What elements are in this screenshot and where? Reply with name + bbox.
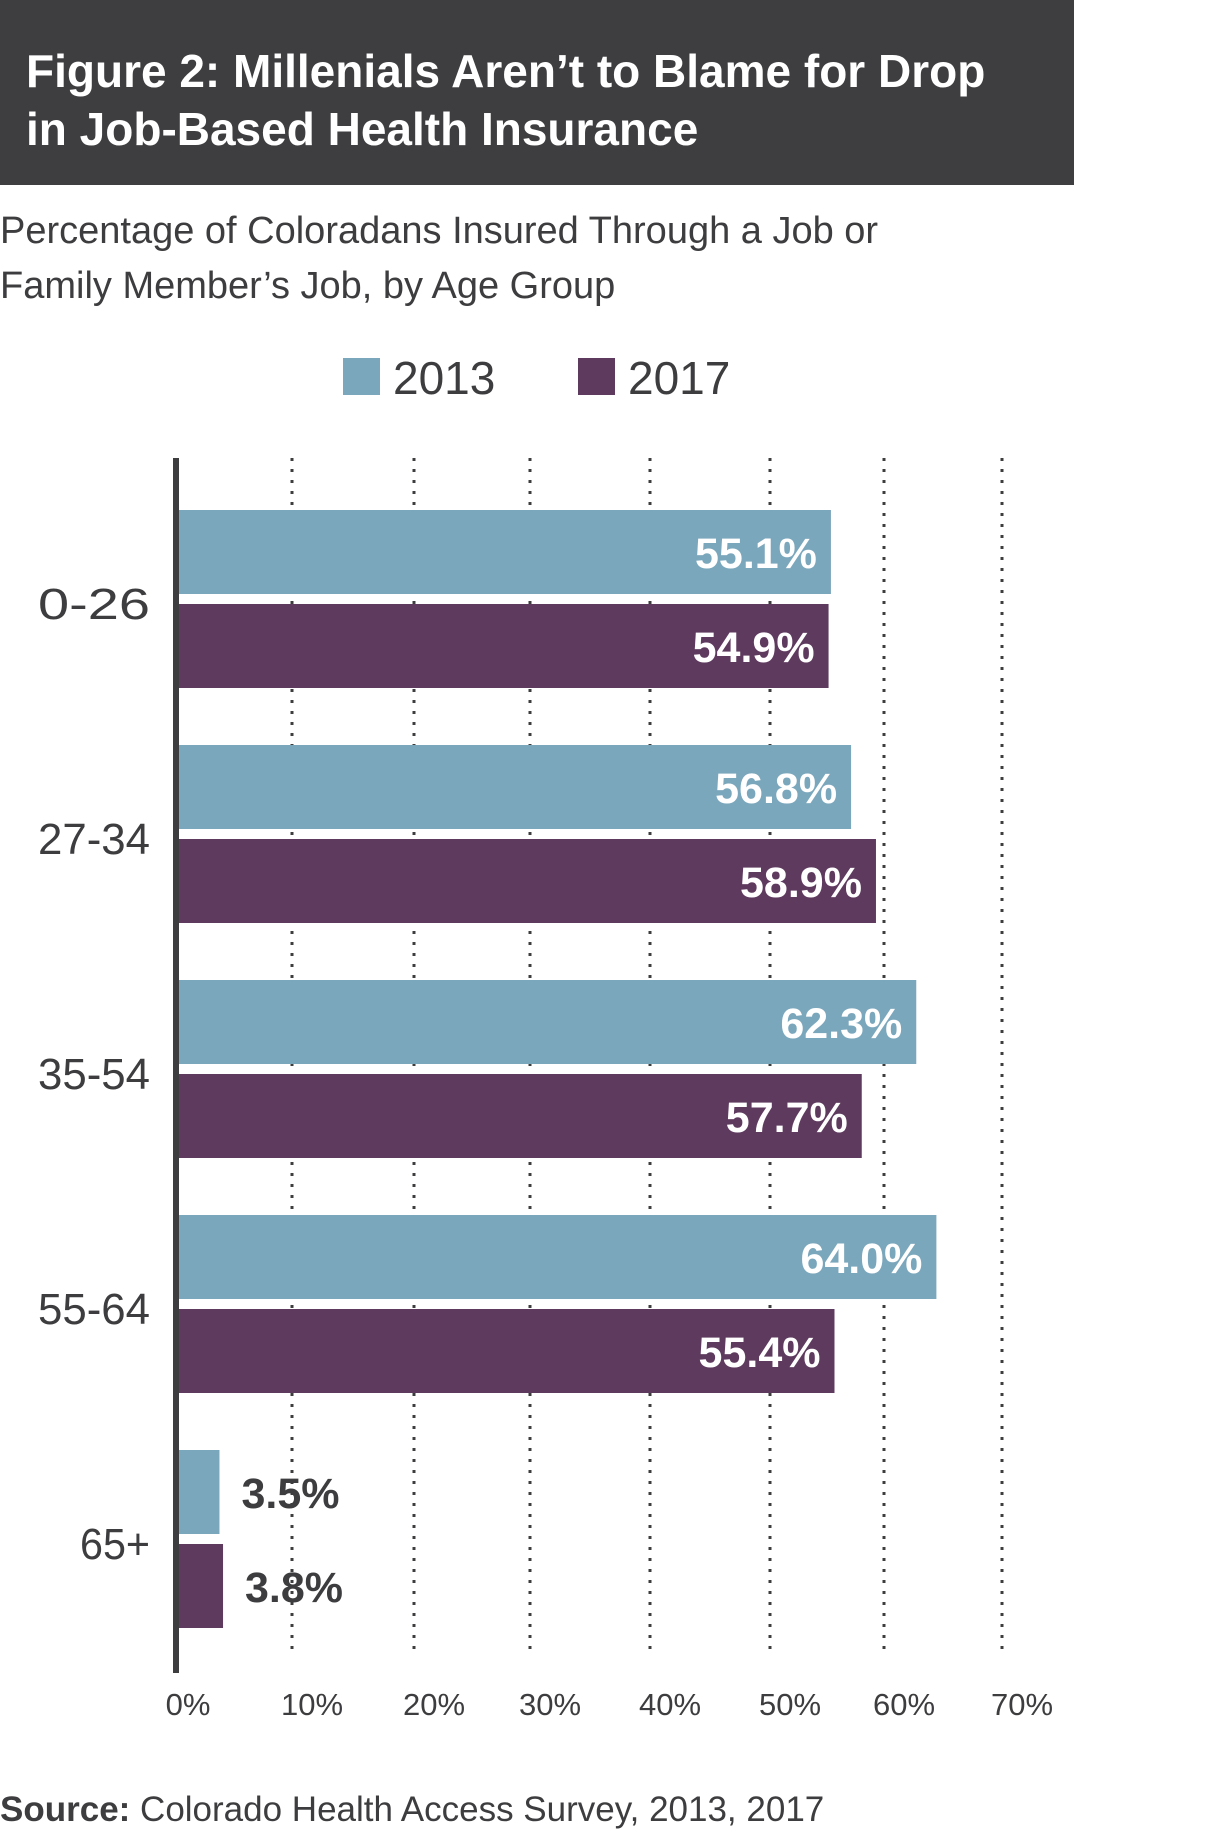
x-tick-label-40pct: 40% (639, 1687, 701, 1722)
bar-0-26-2017 (178, 604, 829, 688)
legend-swatch-2017 (578, 358, 615, 395)
source-label: Source: (0, 1790, 131, 1829)
legend-label-2013: 2013 (393, 352, 496, 404)
bar-35-54-2013 (178, 980, 917, 1064)
data-label-65+-2013: 3.5% (241, 1470, 339, 1518)
source-text: Colorado Health Access Survey, 2013, 201… (130, 1790, 825, 1829)
bar-0-26-2013 (178, 510, 831, 594)
data-label-0-26-2017: 54.9% (693, 624, 815, 672)
category-label-27-34: 27-34 (38, 815, 150, 864)
data-label-0-26-2013: 55.1% (695, 530, 817, 578)
source-note: Source: Colorado Health Access Survey, 2… (0, 1785, 824, 1835)
category-label-35-54: 35-54 (38, 1050, 150, 1099)
data-label-27-34-2013: 56.8% (715, 765, 837, 813)
x-tick-label-70pct: 70% (991, 1687, 1053, 1722)
subtitle-line-2: Family Member’s Job, by Age Group (0, 265, 616, 307)
x-tick-label-50pct: 50% (759, 1687, 821, 1722)
chart-subtitle: Percentage of Coloradans Insured Through… (0, 204, 1100, 314)
bar-chart: 55.1% 54.9% 0-26 56.8% 58.9% 27-34 62.3% 57.7% 3… (38, 458, 1053, 1722)
bar-27-34-2017 (178, 839, 876, 923)
bar-55-64-2017 (178, 1309, 835, 1393)
legend-label-2017: 2017 (628, 352, 731, 404)
bar-65+-2017 (178, 1544, 224, 1628)
bar-35-54-2017 (178, 1074, 862, 1158)
data-label-55-64-2013: 64.0% (800, 1235, 922, 1283)
category-label-65+: 65+ (80, 1520, 150, 1569)
category-label-55-64: 55-64 (38, 1285, 150, 1334)
title-bar: Figure 2: Millenials Aren’t to Blame for… (0, 0, 1074, 185)
legend-swatch-2013 (343, 358, 380, 395)
category-label-0-26: 0-26 (38, 580, 150, 629)
data-label-27-34-2017: 58.9% (740, 859, 862, 907)
bar-27-34-2013 (178, 745, 852, 829)
chart-title-line-2: in Job-Based Health Insurance (26, 103, 699, 155)
x-tick-label-60pct: 60% (873, 1687, 935, 1722)
legend: 2013 2017 (0, 348, 1221, 408)
x-tick-label-10pct: 10% (281, 1687, 343, 1722)
x-tick-label-30pct: 30% (519, 1687, 581, 1722)
data-label-65+-2017: 3.8% (245, 1564, 343, 1612)
x-tick-label-0pct: 0% (166, 1687, 211, 1722)
chart-title-line-1: Figure 2: Millenials Aren’t to Blame for… (26, 45, 986, 97)
bar-65+-2013 (178, 1450, 220, 1534)
data-label-35-54-2013: 62.3% (780, 1000, 902, 1048)
x-tick-label-20pct: 20% (403, 1687, 465, 1722)
subtitle-line-1: Percentage of Coloradans Insured Through… (0, 210, 879, 252)
data-label-35-54-2017: 57.7% (726, 1094, 848, 1142)
bar-55-64-2013 (178, 1215, 937, 1299)
data-label-55-64-2017: 55.4% (699, 1329, 821, 1377)
